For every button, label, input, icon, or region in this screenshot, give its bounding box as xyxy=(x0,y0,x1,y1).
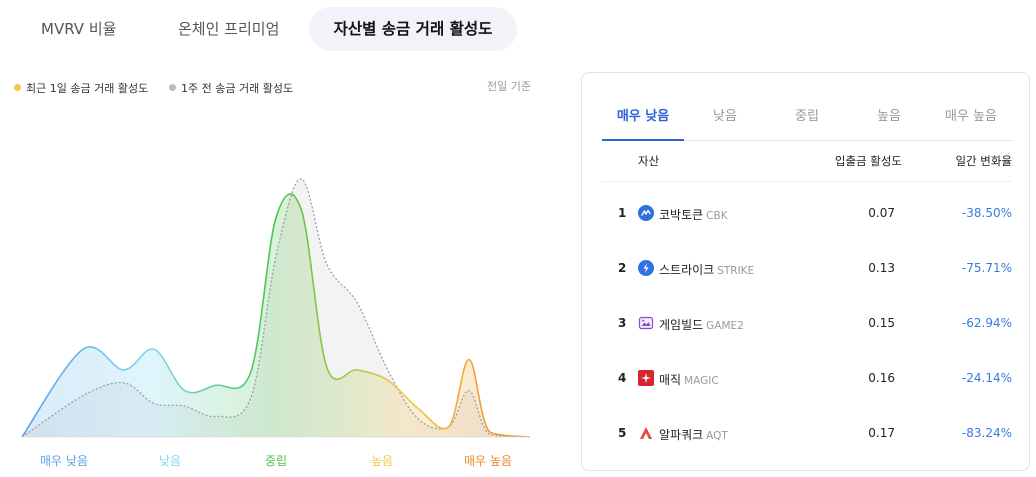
asset-name: 코박토큰 CBK xyxy=(659,206,728,223)
basis-label: 전일 기준 xyxy=(487,80,531,93)
table-row[interactable]: 5 알파쿼크 AQT 0.17 -83.24% xyxy=(602,424,1012,444)
asset-name: 게임빌드 GAME2 xyxy=(659,316,744,333)
panel-tab-high[interactable]: 높음 xyxy=(877,109,901,124)
legend-current-dot xyxy=(14,84,21,91)
row-rank: 1 xyxy=(618,206,627,220)
legend-current-label: 최근 1일 송금 거래 활성도 xyxy=(26,82,149,95)
asset-name: 스트라이크 STRIKE xyxy=(659,261,754,278)
legend-previous-label: 1주 전 송금 거래 활성도 xyxy=(181,82,294,95)
asset-name: 알파쿼크 AQT xyxy=(659,426,728,443)
activity-level-tabs: 매우 낮음 낮음 중립 높음 매우 높음 xyxy=(602,73,1012,141)
activity-distribution-chart xyxy=(21,178,531,438)
table-header: 자산 입출금 활성도 일간 변화율 xyxy=(602,153,1012,169)
tab-mvrv-ratio[interactable]: MVRV 비율 xyxy=(41,20,117,38)
column-change: 일간 변화율 xyxy=(955,154,1012,168)
asset-name-text: 알파쿼크 xyxy=(659,428,704,442)
active-tab-indicator xyxy=(602,139,684,141)
asset-name-text: 코박토큰 xyxy=(659,208,704,222)
activity-value: 0.07 xyxy=(868,206,895,220)
daily-change: -38.50% xyxy=(961,206,1012,220)
daily-change: -62.94% xyxy=(961,316,1012,330)
asset-symbol: CBK xyxy=(706,210,728,222)
daily-change: -83.24% xyxy=(961,426,1012,440)
aqt-icon xyxy=(640,427,652,439)
activity-value: 0.15 xyxy=(868,316,895,330)
row-rank: 3 xyxy=(618,316,627,330)
daily-change: -24.14% xyxy=(961,371,1012,385)
asset-symbol: GAME2 xyxy=(706,320,744,332)
cbk-icon xyxy=(638,205,654,221)
panel-tab-very-low[interactable]: 매우 낮음 xyxy=(616,109,670,124)
row-rank: 5 xyxy=(618,426,627,440)
legend-previous-dot xyxy=(169,84,176,91)
legend-current: 최근 1일 송금 거래 활성도 xyxy=(14,80,148,96)
daily-change: -75.71% xyxy=(961,261,1012,275)
header-divider xyxy=(602,181,1012,182)
asset-ranking-panel: 매우 낮음 낮음 중립 높음 매우 높음 자산 입출금 활성도 일간 변화율 1… xyxy=(581,72,1030,471)
legend-previous: 1주 전 송금 거래 활성도 xyxy=(169,80,293,96)
x-label-neutral: 중립 xyxy=(264,454,288,468)
tab-onchain-premium[interactable]: 온체인 프리미엄 xyxy=(178,20,280,38)
row-rank: 2 xyxy=(618,261,627,275)
asset-name-text: 매직 xyxy=(659,373,682,387)
magic-icon xyxy=(638,370,654,386)
x-label-low: 낮음 xyxy=(158,454,182,468)
asset-symbol: AQT xyxy=(706,430,728,442)
activity-value: 0.17 xyxy=(868,426,895,440)
asset-symbol: STRIKE xyxy=(717,265,755,277)
row-rank: 4 xyxy=(618,371,627,385)
x-axis-labels: 매우 낮음 낮음 중립 높음 매우 높음 xyxy=(0,452,560,470)
activity-value: 0.16 xyxy=(868,371,895,385)
activity-value: 0.13 xyxy=(868,261,895,275)
strike-icon xyxy=(638,260,654,276)
tab-transfer-activity[interactable]: 자산별 송금 거래 활성도 xyxy=(309,7,517,51)
panel-tab-neutral[interactable]: 중립 xyxy=(795,109,819,124)
asset-name: 매직 MAGIC xyxy=(659,371,719,388)
table-row[interactable]: 1 코박토큰 CBK 0.07 -38.50% xyxy=(602,204,1012,224)
x-label-high: 높음 xyxy=(370,454,394,468)
x-label-very-high: 매우 높음 xyxy=(464,454,512,468)
table-row[interactable]: 4 매직 MAGIC 0.16 -24.14% xyxy=(602,369,1012,389)
panel-tab-very-high[interactable]: 매우 높음 xyxy=(945,109,997,124)
panel-tab-low[interactable]: 낮음 xyxy=(713,109,737,124)
current-day-area xyxy=(22,193,530,437)
table-row[interactable]: 2 스트라이크 STRIKE 0.13 -75.71% xyxy=(602,259,1012,279)
current-day-line xyxy=(21,193,531,438)
x-label-very-low: 매우 낮음 xyxy=(40,454,88,468)
game2-icon xyxy=(638,316,654,330)
table-row[interactable]: 3 게임빌드 GAME2 0.15 -62.94% xyxy=(602,314,1012,334)
asset-name-text: 게임빌드 xyxy=(659,318,704,332)
column-activity: 입출금 활성도 xyxy=(834,154,902,168)
asset-name-text: 스트라이크 xyxy=(659,263,715,277)
top-tabs: MVRV 비율 온체인 프리미엄 자산별 송금 거래 활성도 xyxy=(0,7,530,51)
asset-symbol: MAGIC xyxy=(684,375,719,387)
column-asset: 자산 xyxy=(638,154,660,168)
